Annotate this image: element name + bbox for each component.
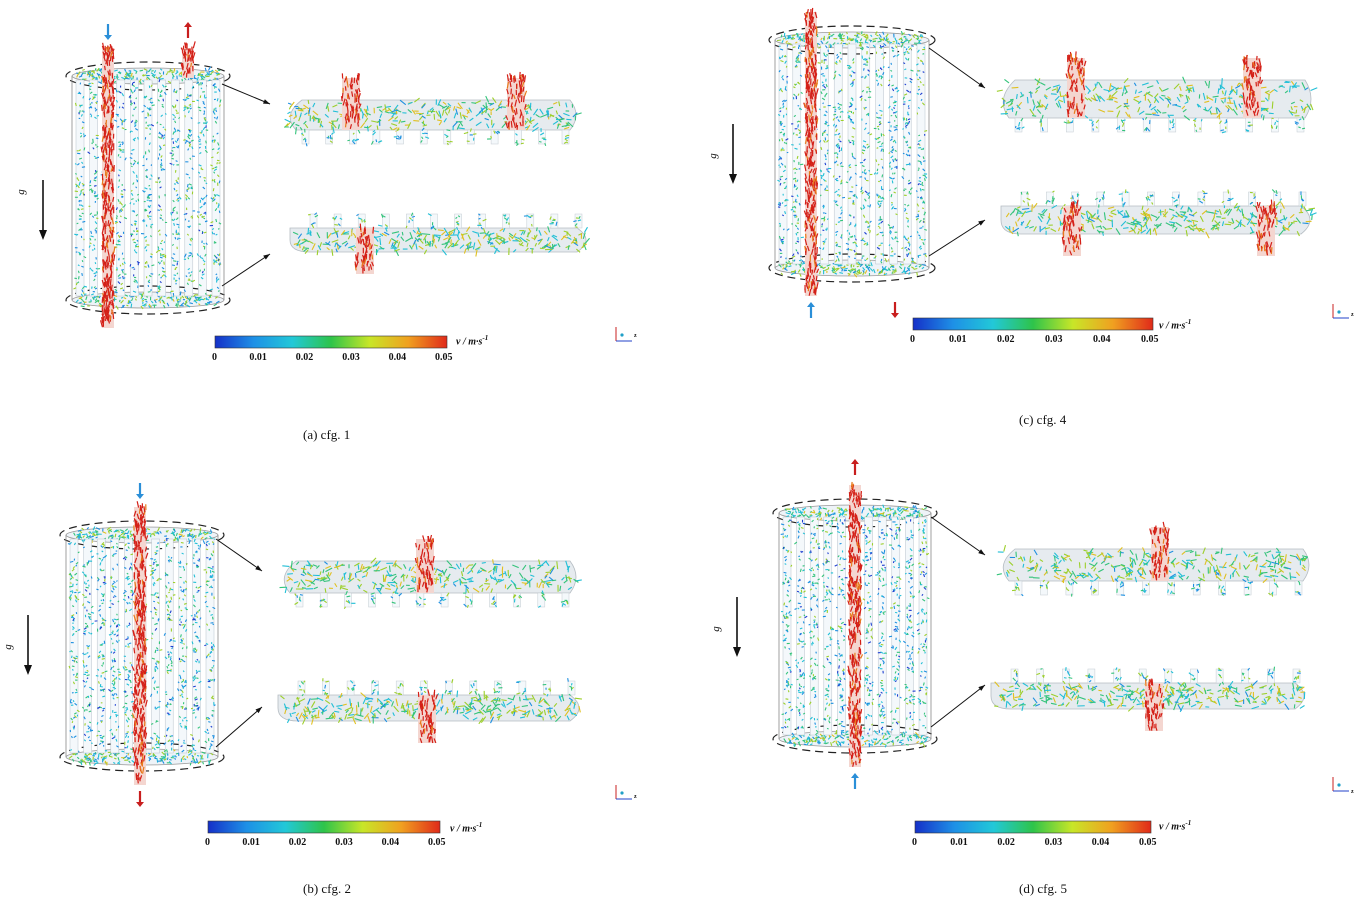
axis-label-z: z [1351, 312, 1354, 318]
flow-field-illustration [24, 483, 632, 834]
colorbar [207, 820, 441, 834]
panel-cfg-1: g v / m·s-1 0 0.01 0.02 0.03 0.04 0.05 z (a) … [0, 0, 683, 453]
panel-cfg-5: g v / m·s-1 0 0.01 0.02 0.03 0.04 0.05 z (d) … [683, 453, 1366, 906]
colorbar-tick-label: 0 [912, 837, 917, 848]
caption: (d) cfg. 5 [1019, 881, 1068, 896]
colorbar-tick-label: 0.05 [435, 352, 453, 363]
colorbar-title: v / m·s-1 [1159, 819, 1192, 833]
colorbar-tick-label: 0.04 [1091, 837, 1110, 848]
colorbar-tick-label: 0.05 [428, 837, 446, 848]
panel-cfg-4: g v / m·s-1 0 0.01 0.02 0.03 0.04 0.05 z (c) … [683, 0, 1366, 453]
colorbar-tick-label: 0 [205, 837, 210, 848]
colorbar-title: v / m·s-1 [1159, 318, 1192, 332]
colorbar-tick-label: 0.04 [1093, 334, 1111, 345]
colorbar-tick-label: 0.02 [997, 837, 1015, 848]
gravity-label: g [709, 626, 722, 632]
axis-label-z: z [634, 794, 637, 800]
colorbar-tick-label: 0.05 [1141, 334, 1159, 345]
flow-field-illustration [729, 7, 1349, 331]
colorbar-tick-label: 0.03 [1044, 837, 1063, 848]
axis-label-z: z [1351, 789, 1354, 795]
colorbar-tick-label: 0 [212, 352, 217, 363]
colorbar-tick-label: 0.01 [949, 334, 967, 345]
colorbar [914, 820, 1152, 834]
caption: (a) cfg. 1 [303, 427, 351, 442]
colorbar-tick-label: 0.04 [388, 352, 407, 363]
colorbar-title: v / m·s-1 [456, 334, 489, 348]
colorbar-tick-label: 0.03 [342, 352, 360, 363]
colorbar-tick-label: 0.01 [242, 837, 260, 848]
colorbar-tick-label: 0.01 [950, 837, 968, 848]
colorbar-tick-label: 0 [910, 334, 915, 345]
axis-label-z: z [634, 333, 637, 339]
colorbar-title: v / m·s-1 [450, 821, 483, 835]
colorbar-tick-label: 0.02 [295, 352, 314, 363]
colorbar-tick-label: 0.03 [335, 837, 353, 848]
colorbar-tick-label: 0.01 [249, 352, 267, 363]
colorbar-tick-label: 0.05 [1139, 837, 1157, 848]
colorbar [214, 335, 448, 349]
gravity-label: g [706, 153, 719, 159]
colorbar [912, 317, 1154, 331]
colorbar-tick-label: 0.02 [997, 334, 1015, 345]
colorbar-tick-label: 0.04 [381, 837, 400, 848]
gravity-label: g [14, 189, 27, 195]
flow-field-illustration [39, 22, 632, 349]
panel-cfg-2: g v / m·s-1 0 0.01 0.02 0.03 0.04 0.05 z (b) … [0, 453, 683, 906]
flow-field-illustration [733, 459, 1349, 834]
caption: (b) cfg. 2 [303, 881, 352, 896]
colorbar-tick-label: 0.03 [1045, 334, 1063, 345]
caption: (c) cfg. 4 [1019, 412, 1067, 427]
gravity-label: g [1, 644, 14, 650]
colorbar-tick-label: 0.02 [288, 837, 307, 848]
